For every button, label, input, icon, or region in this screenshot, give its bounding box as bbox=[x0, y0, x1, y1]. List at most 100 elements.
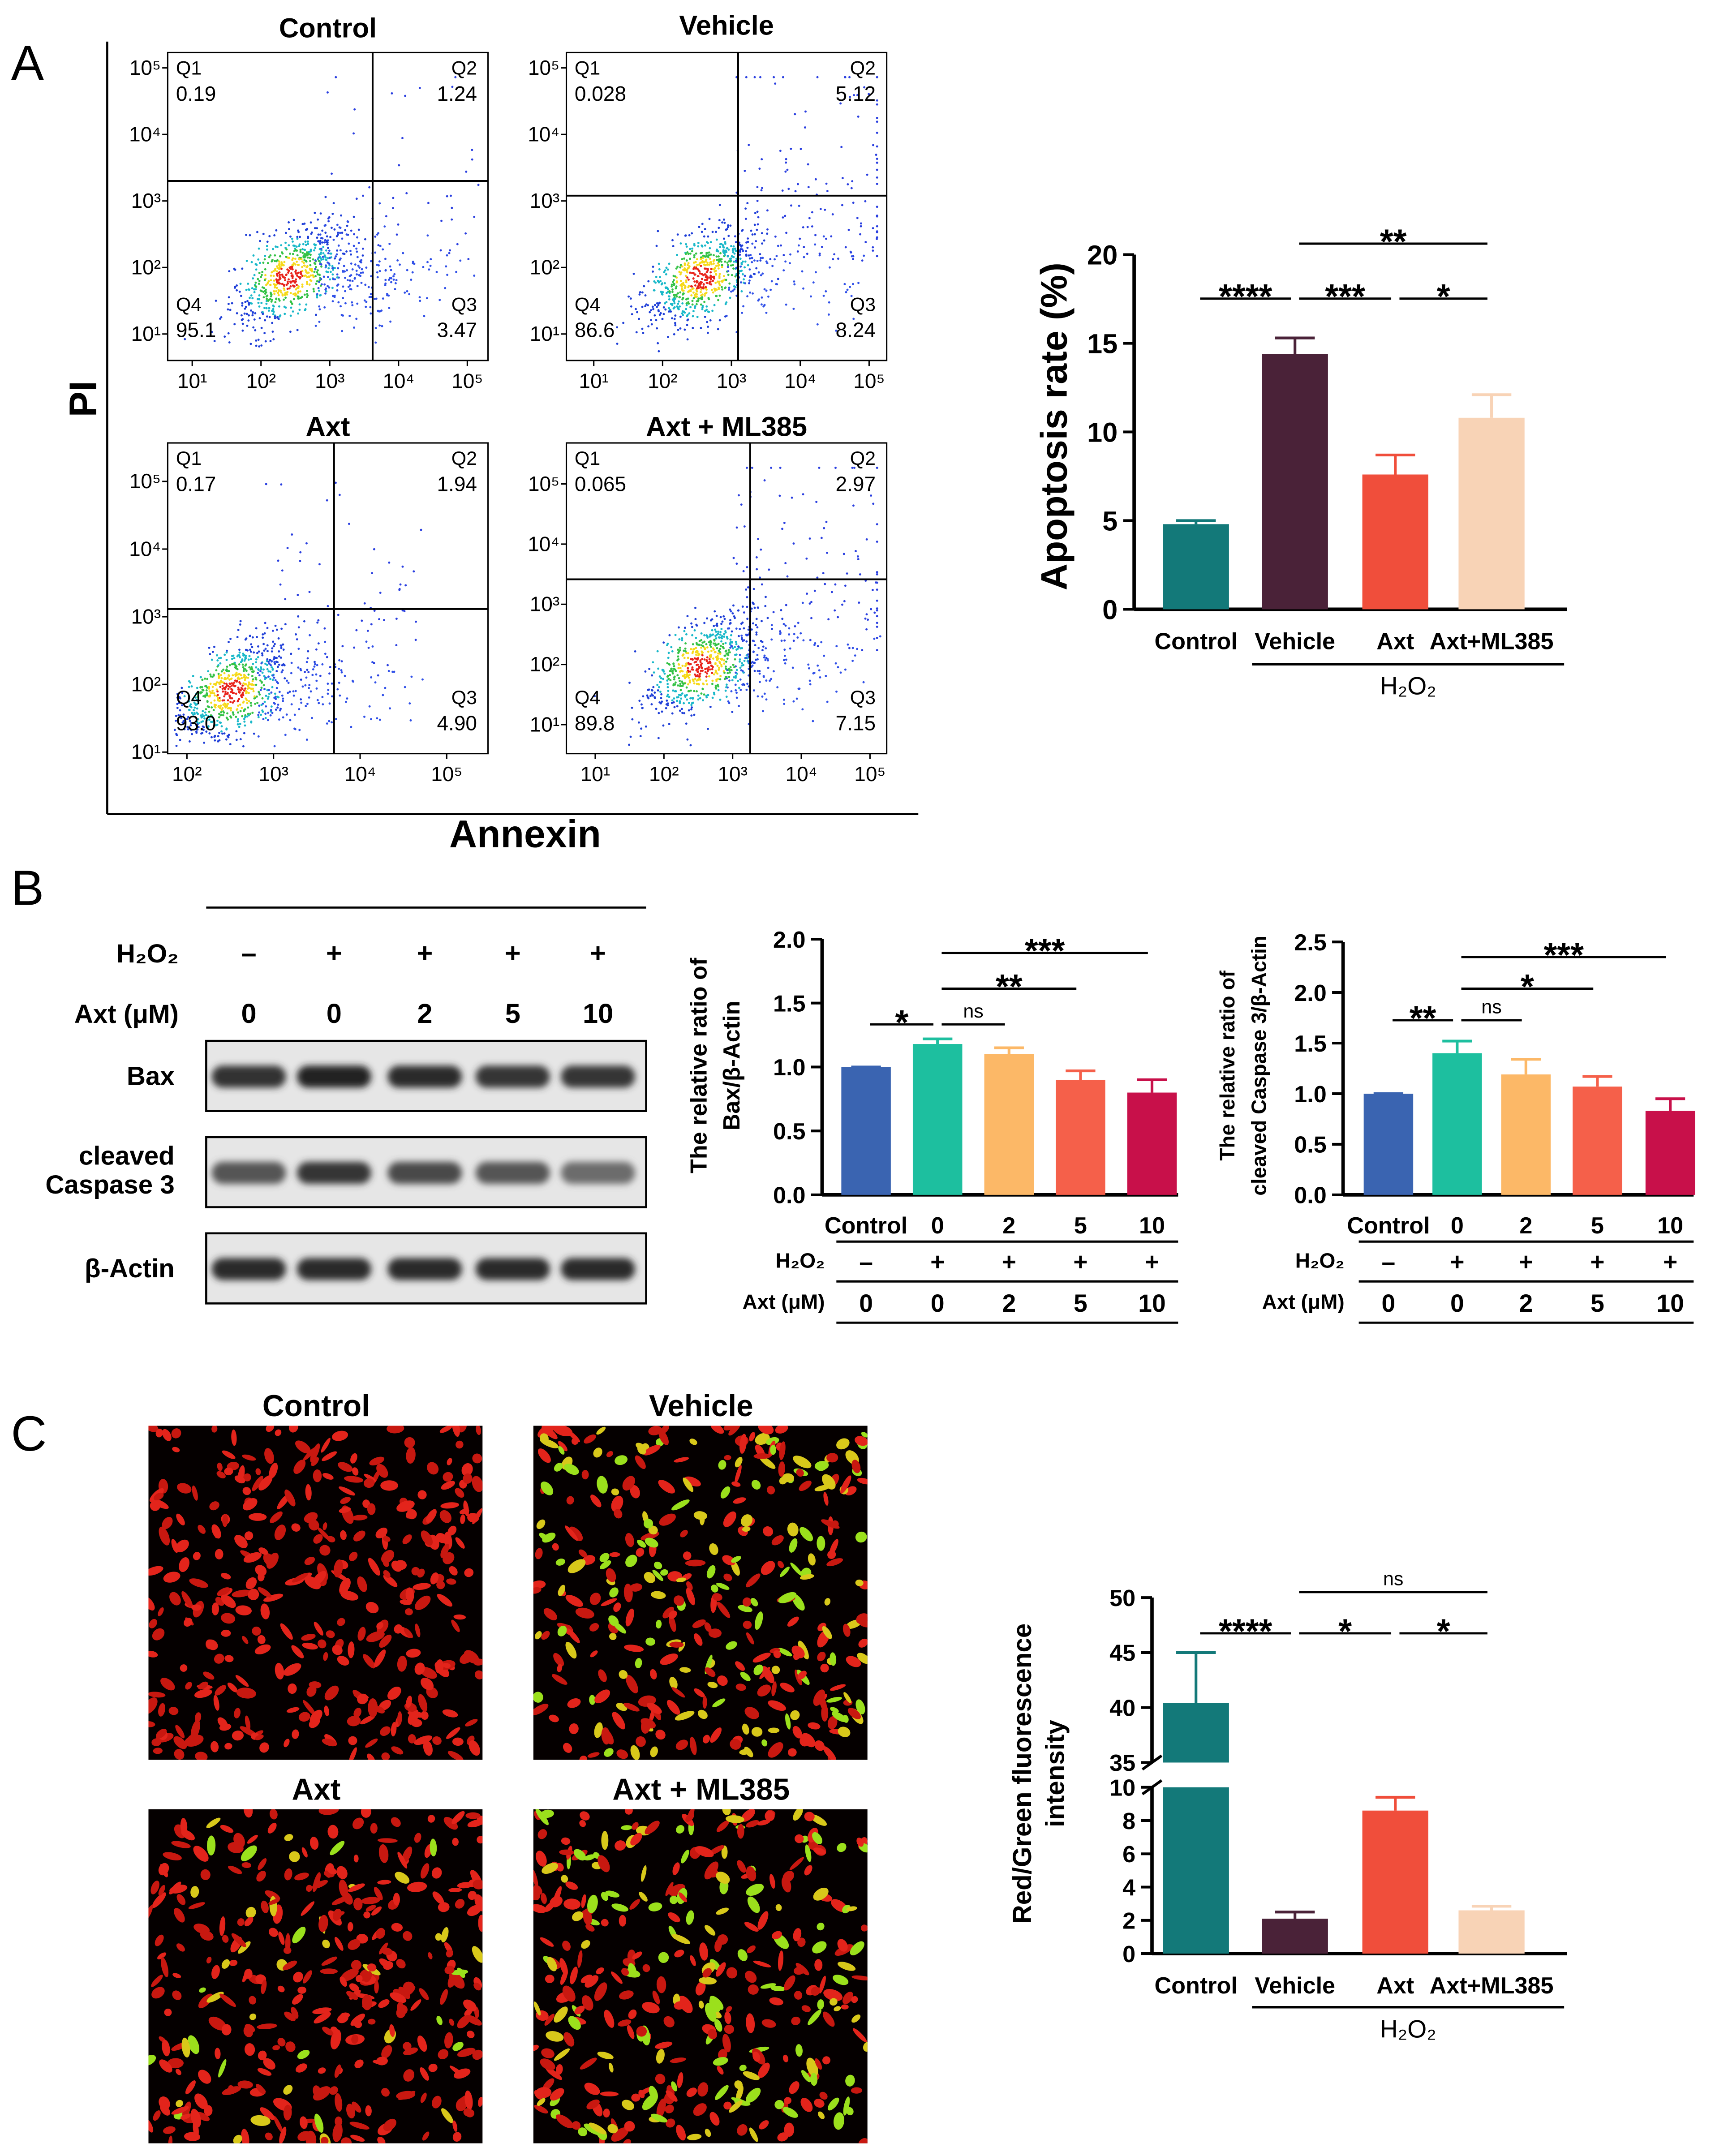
event-dot bbox=[876, 467, 878, 469]
event-dot bbox=[677, 329, 679, 331]
event-dot bbox=[451, 86, 454, 88]
event-dot bbox=[238, 651, 241, 654]
cell bbox=[203, 1671, 215, 1680]
cell bbox=[656, 2049, 665, 2064]
event-dot bbox=[798, 687, 801, 690]
event-dot bbox=[724, 631, 727, 634]
event-dot bbox=[772, 611, 775, 614]
event-dot bbox=[704, 279, 706, 281]
event-dot bbox=[266, 245, 268, 247]
cell bbox=[176, 2069, 181, 2075]
event-dot bbox=[634, 650, 636, 653]
event-dot bbox=[854, 654, 856, 657]
event-dot bbox=[278, 260, 280, 263]
event-dot bbox=[365, 301, 368, 303]
event-dot bbox=[270, 664, 272, 666]
event-dot bbox=[379, 245, 382, 247]
event-dot bbox=[246, 702, 249, 704]
event-dot bbox=[786, 575, 789, 578]
event-dot bbox=[704, 648, 706, 650]
panel-label: A bbox=[11, 36, 44, 91]
event-dot bbox=[763, 479, 766, 482]
event-dot bbox=[837, 258, 839, 260]
event-dot bbox=[812, 720, 814, 722]
event-dot bbox=[672, 663, 675, 665]
event-dot bbox=[763, 692, 766, 695]
event-dot bbox=[671, 672, 674, 675]
event-dot bbox=[296, 283, 298, 286]
event-dot bbox=[378, 264, 380, 266]
event-dot bbox=[419, 300, 421, 302]
cell bbox=[778, 1592, 797, 1603]
event-dot bbox=[691, 702, 693, 704]
cell bbox=[391, 1722, 397, 1737]
event-dot bbox=[697, 300, 700, 303]
event-dot bbox=[213, 645, 215, 648]
event-dot bbox=[782, 216, 784, 219]
event-dot bbox=[338, 659, 341, 661]
event-dot bbox=[737, 645, 739, 648]
cell bbox=[275, 1429, 282, 1436]
event-dot bbox=[290, 306, 292, 309]
event-dot bbox=[791, 666, 794, 669]
cell bbox=[235, 1675, 249, 1687]
event-dot bbox=[733, 252, 736, 255]
cell bbox=[148, 1721, 155, 1727]
event-dot bbox=[257, 301, 260, 304]
flow-frame bbox=[565, 442, 888, 755]
cell bbox=[155, 1429, 163, 1438]
cell bbox=[158, 1607, 164, 1616]
event-dot bbox=[293, 713, 296, 716]
event-dot bbox=[347, 220, 349, 223]
cell bbox=[274, 1525, 286, 1540]
event-dot bbox=[348, 242, 350, 245]
event-dot bbox=[418, 86, 421, 89]
event-dot bbox=[696, 290, 698, 293]
event-dot bbox=[256, 701, 259, 704]
event-dot bbox=[689, 252, 692, 255]
cell bbox=[746, 1632, 754, 1645]
event-dot bbox=[711, 683, 714, 685]
event-dot bbox=[697, 242, 700, 244]
event-dot bbox=[686, 698, 688, 701]
cell bbox=[209, 1501, 219, 1511]
cell bbox=[778, 1648, 792, 1657]
event-dot bbox=[722, 279, 724, 282]
event-dot bbox=[826, 551, 828, 554]
event-dot bbox=[702, 274, 705, 277]
event-dot bbox=[248, 714, 250, 717]
event-dot bbox=[835, 329, 838, 332]
event-dot bbox=[370, 718, 372, 721]
cell bbox=[332, 1645, 343, 1655]
event-dot bbox=[685, 259, 688, 262]
event-dot bbox=[274, 317, 276, 319]
flow-frame bbox=[167, 52, 489, 361]
event-dot bbox=[696, 657, 699, 660]
event-dot bbox=[217, 735, 219, 738]
cell bbox=[285, 2041, 296, 2052]
event-dot bbox=[628, 682, 631, 684]
event-dot bbox=[265, 705, 267, 708]
cell bbox=[655, 1730, 666, 1740]
event-dot bbox=[186, 718, 189, 721]
event-dot bbox=[245, 637, 248, 640]
event-dot bbox=[228, 694, 231, 697]
event-dot bbox=[247, 288, 250, 291]
event-dot bbox=[850, 295, 853, 297]
event-dot bbox=[216, 694, 219, 696]
event-dot bbox=[671, 285, 673, 288]
cell bbox=[158, 1885, 165, 1896]
event-dot bbox=[299, 250, 302, 253]
event-dot bbox=[699, 297, 702, 300]
event-dot bbox=[779, 467, 782, 469]
event-dot bbox=[293, 727, 296, 730]
cell bbox=[190, 1720, 200, 1740]
event-dot bbox=[726, 228, 728, 231]
event-dot bbox=[663, 271, 666, 274]
cell bbox=[210, 1741, 219, 1752]
event-dot bbox=[275, 279, 278, 282]
event-dot bbox=[327, 220, 330, 223]
event-dot bbox=[669, 679, 672, 682]
cell bbox=[589, 1593, 601, 1605]
flow-title: Axt + ML385 bbox=[646, 412, 807, 442]
